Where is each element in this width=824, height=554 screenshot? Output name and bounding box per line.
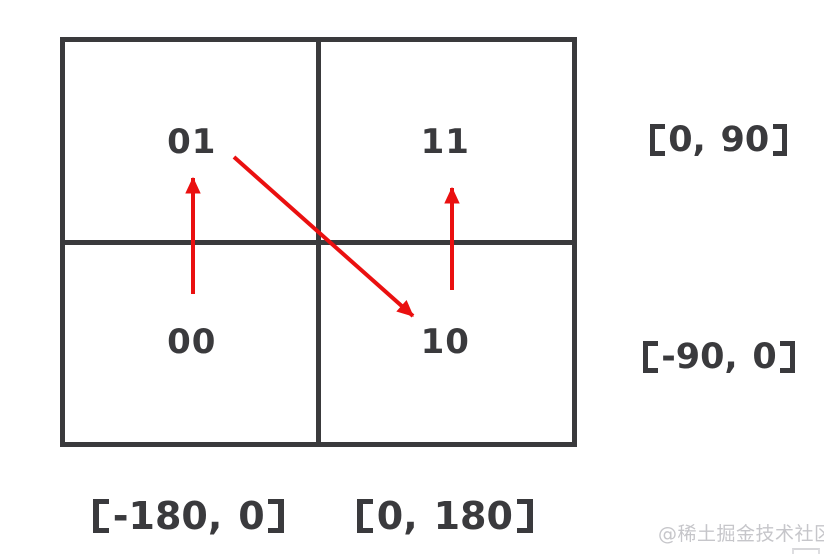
close-bracket-icon: [268, 498, 285, 534]
quadrant-bottom-left: 00: [65, 242, 319, 442]
longitude-range-right-label: 0, 180: [357, 494, 533, 538]
latitude-range-bottom-label: -90, 0: [643, 337, 795, 377]
range-min: -90: [661, 337, 725, 377]
watermark-fragment: [792, 548, 820, 554]
close-bracket-icon: [780, 340, 795, 374]
quadrant-top-left: 01: [65, 42, 319, 242]
range-max: 0: [752, 337, 777, 377]
quadrant-grid: 01 11 00 10: [60, 37, 577, 447]
range-separator: ,: [207, 494, 223, 538]
close-bracket-icon: [772, 123, 788, 157]
range-separator: ,: [724, 337, 738, 377]
quadrant-top-right: 11: [319, 42, 573, 242]
open-bracket-icon: [357, 498, 373, 534]
range-max: 90: [720, 120, 770, 160]
latitude-range-top-label: 0, 90: [650, 120, 788, 160]
quadrant-code-00: 00: [167, 322, 217, 362]
range-separator: ,: [403, 494, 418, 538]
open-bracket-icon: [93, 498, 109, 534]
quadrant-code-10: 10: [420, 322, 470, 362]
watermark: @稀土掘金技术社区: [658, 523, 824, 545]
range-max: 180: [433, 494, 513, 538]
range-min: 0: [668, 120, 693, 160]
open-bracket-icon: [650, 123, 665, 157]
quadrant-bottom-right: 10: [319, 242, 573, 442]
range-min: 0: [376, 494, 404, 538]
open-bracket-icon: [643, 340, 658, 374]
grid-horizontal-divider: [65, 239, 572, 245]
quadrant-code-01: 01: [167, 122, 217, 162]
range-max: 0: [238, 494, 265, 538]
close-bracket-icon: [516, 498, 533, 534]
quadrant-code-11: 11: [420, 122, 470, 162]
range-separator: ,: [692, 120, 706, 160]
range-min: -180: [112, 494, 208, 538]
longitude-range-left-label: -180, 0: [93, 494, 285, 538]
